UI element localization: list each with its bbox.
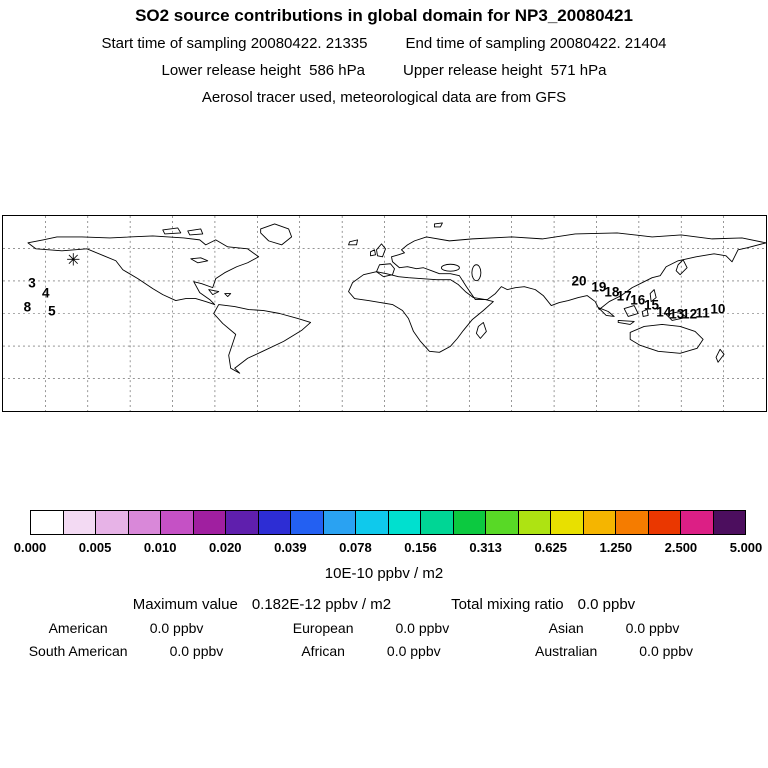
- region-label: Australian: [535, 643, 598, 659]
- region-stat: South American 0.0 ppbv: [0, 643, 252, 659]
- tracer-note-text: Aerosol tracer used, meteorological data…: [201, 89, 567, 106]
- source-location-marker: ✳: [66, 250, 81, 270]
- trajectory-marker: 16: [630, 292, 646, 308]
- colorbar-cell: [713, 511, 745, 534]
- colorbar-cell: [96, 511, 129, 534]
- colorbar-tick-label: 0.020: [208, 540, 242, 555]
- colorbar-cell: [323, 511, 356, 534]
- colorbar-cell: [486, 511, 519, 534]
- world-map: ✳ 3 4 5 8 20 19 18 17 16 15 14 13 12 11 10: [2, 215, 767, 412]
- trajectory-marker: 18: [604, 284, 620, 300]
- colorbar-cell: [583, 511, 616, 534]
- region-value: 0.0 ppbv: [639, 643, 693, 659]
- lower-release-text: Lower release height 586 hPa: [161, 62, 365, 79]
- colorbar-cell: [63, 511, 96, 534]
- region-value: 0.0 ppbv: [625, 620, 680, 636]
- tracer-note-line: Aerosol tracer used, meteorological data…: [0, 89, 768, 106]
- trajectory-marker: 4: [41, 285, 50, 301]
- map-graticule-coastlines-svg: [3, 216, 766, 411]
- sampling-start-text: Start time of sampling 20080422. 21335: [101, 35, 368, 52]
- colorbar-cell: [616, 511, 649, 534]
- region-stat: African 0.0 ppbv: [252, 643, 490, 659]
- trajectory-marker: 19: [591, 279, 607, 295]
- trajectory-marker: 13: [669, 306, 685, 322]
- region-stats: American 0.0 ppbv European 0.0 ppbv Asian 0.0…: [0, 620, 768, 659]
- colorbar-tick-label: 0.010: [143, 540, 177, 555]
- colorbar-cell: [226, 511, 259, 534]
- total-mixing-value: 0.0 ppbv: [577, 596, 636, 613]
- colorbar-cell: [648, 511, 681, 534]
- region-value: 0.0 ppbv: [149, 620, 204, 636]
- map-markers: ✳ 3 4 5 8 20 19 18 17 16 15 14 13 12 11 10: [3, 216, 766, 411]
- colorbar: [30, 510, 746, 535]
- region-label: African: [301, 643, 345, 659]
- colorbar-tick-label: 2.500: [664, 540, 698, 555]
- upper-release-text: Upper release height 571 hPa: [403, 62, 607, 79]
- max-value: 0.182E-12 ppbv / m2: [251, 596, 392, 613]
- trajectory-marker: 20: [571, 273, 587, 289]
- trajectory-marker: 14: [656, 303, 672, 319]
- trajectory-marker: 8: [23, 298, 32, 314]
- plot-header: SO2 source contributions in global domai…: [0, 6, 768, 116]
- colorbar-cell: [388, 511, 421, 534]
- region-value: 0.0 ppbv: [395, 620, 450, 636]
- region-label: American: [48, 620, 108, 636]
- colorbar-cell: [193, 511, 226, 534]
- trajectory-marker: 5: [48, 302, 56, 318]
- colorbar-cell: [356, 511, 389, 534]
- region-stat: Asian 0.0 ppbv: [490, 620, 738, 636]
- sampling-end-text: End time of sampling 20080422. 21404: [405, 35, 667, 52]
- colorbar-cell: [453, 511, 486, 534]
- colorbar-cell: [681, 511, 714, 534]
- colorbar-tick-label: 0.005: [78, 540, 112, 555]
- region-label: Asian: [548, 620, 584, 636]
- total-mixing-label: Total mixing ratio: [451, 596, 564, 613]
- colorbar-cell: [421, 511, 454, 534]
- colorbar-tick-label: 0.000: [13, 540, 47, 555]
- colorbar-tick-label: 0.625: [534, 540, 567, 555]
- region-label: European: [292, 620, 354, 636]
- stats-max-line: Maximum value 0.182E-12 ppbv / m2 Total …: [0, 596, 768, 613]
- colorbar-cell: [551, 511, 584, 534]
- max-value-label: Maximum value: [132, 596, 238, 613]
- plot-title: SO2 source contributions in global domai…: [135, 6, 633, 25]
- colorbar-cell: [518, 511, 551, 534]
- colorbar-tick-label: 0.039: [274, 540, 307, 555]
- trajectory-marker: 15: [644, 296, 660, 312]
- sampling-time-line: Start time of sampling 20080422. 21335 E…: [0, 35, 768, 52]
- release-height-line: Lower release height 586 hPa Upper relea…: [0, 62, 768, 79]
- trajectory-marker: 17: [616, 288, 632, 304]
- coastlines: [27, 222, 766, 374]
- colorbar-cell: [258, 511, 291, 534]
- region-label: South American: [28, 643, 128, 659]
- colorbar-tick-label: 0.156: [404, 540, 437, 555]
- colorbar-units-label: 10E-10 ppbv / m2: [324, 565, 444, 582]
- region-stat: European 0.0 ppbv: [252, 620, 490, 636]
- colorbar-cell: [31, 511, 64, 534]
- region-value: 0.0 ppbv: [169, 643, 224, 659]
- region-value: 0.0 ppbv: [386, 643, 441, 659]
- trajectory-marker: 12: [682, 306, 698, 322]
- graticule-grid: [3, 216, 766, 411]
- trajectory-marker: 11: [695, 305, 710, 321]
- colorbar-tick-label: 0.313: [469, 540, 502, 555]
- colorbar-cell: [291, 511, 324, 534]
- colorbar-tick-label: 0.078: [339, 540, 372, 555]
- trajectory-marker: 3: [28, 275, 36, 291]
- colorbar-cell: [128, 511, 161, 534]
- colorbar-ticks: 0.000 0.005 0.010 0.020 0.039 0.078 0.156 0.313…: [14, 540, 763, 556]
- trajectory-marker: 10: [710, 300, 726, 316]
- colorbar-tick-label: 1.250: [599, 540, 633, 555]
- region-stat: Australian 0.0 ppbv: [490, 643, 738, 659]
- colorbar-cell: [161, 511, 194, 534]
- colorbar-tick-label: 5.000: [729, 540, 763, 555]
- region-stat: American 0.0 ppbv: [0, 620, 252, 636]
